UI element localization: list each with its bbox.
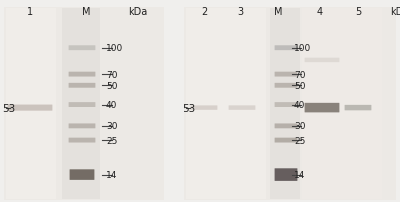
- FancyBboxPatch shape: [70, 169, 94, 180]
- Bar: [270, 9, 300, 199]
- FancyBboxPatch shape: [345, 105, 372, 111]
- Text: 25: 25: [106, 136, 117, 145]
- Text: 70: 70: [294, 70, 306, 79]
- Bar: [302, 9, 382, 199]
- FancyBboxPatch shape: [275, 138, 298, 143]
- FancyBboxPatch shape: [275, 103, 298, 107]
- Bar: [164, 0, 184, 202]
- Text: 3: 3: [237, 7, 243, 17]
- FancyBboxPatch shape: [69, 124, 96, 129]
- Text: 14: 14: [294, 170, 305, 179]
- Text: 30: 30: [294, 122, 306, 131]
- Text: 40: 40: [294, 101, 305, 109]
- FancyBboxPatch shape: [191, 106, 218, 110]
- Text: kDa: kDa: [128, 7, 147, 17]
- Text: 100: 100: [294, 44, 311, 53]
- Text: M: M: [274, 7, 282, 17]
- Text: 5: 5: [355, 7, 361, 17]
- FancyBboxPatch shape: [275, 124, 298, 129]
- Bar: [186, 9, 266, 199]
- FancyBboxPatch shape: [275, 46, 298, 51]
- Text: 1: 1: [27, 7, 33, 17]
- Text: 40: 40: [106, 101, 117, 109]
- FancyBboxPatch shape: [69, 83, 96, 88]
- FancyBboxPatch shape: [229, 106, 256, 110]
- Text: 100: 100: [106, 44, 123, 53]
- Bar: [62, 9, 100, 199]
- Text: 4: 4: [317, 7, 323, 17]
- Bar: [6, 9, 56, 199]
- FancyBboxPatch shape: [69, 72, 96, 77]
- FancyBboxPatch shape: [275, 168, 298, 181]
- Text: 14: 14: [106, 170, 117, 179]
- Text: kDa: kDa: [390, 7, 400, 17]
- FancyBboxPatch shape: [8, 105, 52, 111]
- Bar: [184, 8, 396, 200]
- Text: 50: 50: [294, 81, 306, 90]
- Text: 70: 70: [106, 70, 118, 79]
- FancyBboxPatch shape: [305, 103, 339, 113]
- Text: 53: 53: [2, 103, 15, 113]
- FancyBboxPatch shape: [69, 138, 96, 143]
- Text: M: M: [82, 7, 90, 17]
- FancyBboxPatch shape: [275, 72, 298, 77]
- Text: 53: 53: [182, 103, 195, 113]
- FancyBboxPatch shape: [275, 83, 298, 88]
- Text: 30: 30: [106, 122, 118, 131]
- Text: 50: 50: [106, 81, 118, 90]
- FancyBboxPatch shape: [69, 46, 96, 51]
- FancyBboxPatch shape: [69, 103, 96, 107]
- FancyBboxPatch shape: [305, 58, 339, 63]
- Text: 25: 25: [294, 136, 305, 145]
- Bar: [4, 8, 164, 200]
- Text: 2: 2: [201, 7, 207, 17]
